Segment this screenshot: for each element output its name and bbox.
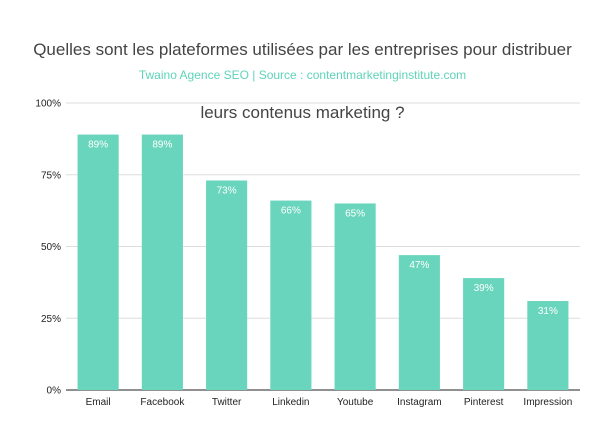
x-tick-label: Linkedin <box>272 397 309 408</box>
y-tick-label: 75% <box>41 170 61 181</box>
y-tick-label: 50% <box>41 242 61 253</box>
bar <box>206 180 248 390</box>
data-label: 39% <box>474 283 494 294</box>
bar <box>270 200 312 390</box>
data-label: 66% <box>281 206 301 217</box>
y-tick-label: 0% <box>47 386 62 397</box>
y-tick-label: 100% <box>35 99 61 110</box>
x-tick-label: Facebook <box>140 397 185 408</box>
x-tick-label: Instagram <box>397 397 441 408</box>
data-label: 73% <box>217 185 237 196</box>
bar <box>527 301 569 390</box>
bar <box>334 203 376 390</box>
data-label: 47% <box>409 260 429 271</box>
bar <box>463 278 505 390</box>
chart-title: Quelles sont les plateformes utilisées p… <box>0 18 605 123</box>
bar <box>141 134 183 390</box>
x-tick-label: Email <box>86 397 111 408</box>
chart-title-line-1: Quelles sont les plateformes utilisées p… <box>33 40 572 59</box>
chart-subtitle: Twaino Agence SEO | Source : contentmark… <box>138 68 467 82</box>
y-tick-label: 25% <box>41 314 61 325</box>
data-label: 89% <box>152 140 172 151</box>
x-tick-label: Pinterest <box>464 397 504 408</box>
x-tick-label: Twitter <box>212 397 242 408</box>
x-tick-label: Youtube <box>337 397 374 408</box>
chart-title-line-2: leurs contenus marketing ? <box>200 103 405 122</box>
data-label: 89% <box>88 140 108 151</box>
bar <box>77 134 119 390</box>
x-tick-label: Impression <box>523 397 572 408</box>
data-label: 65% <box>345 208 365 219</box>
bar <box>398 255 440 390</box>
data-label: 31% <box>538 306 558 317</box>
